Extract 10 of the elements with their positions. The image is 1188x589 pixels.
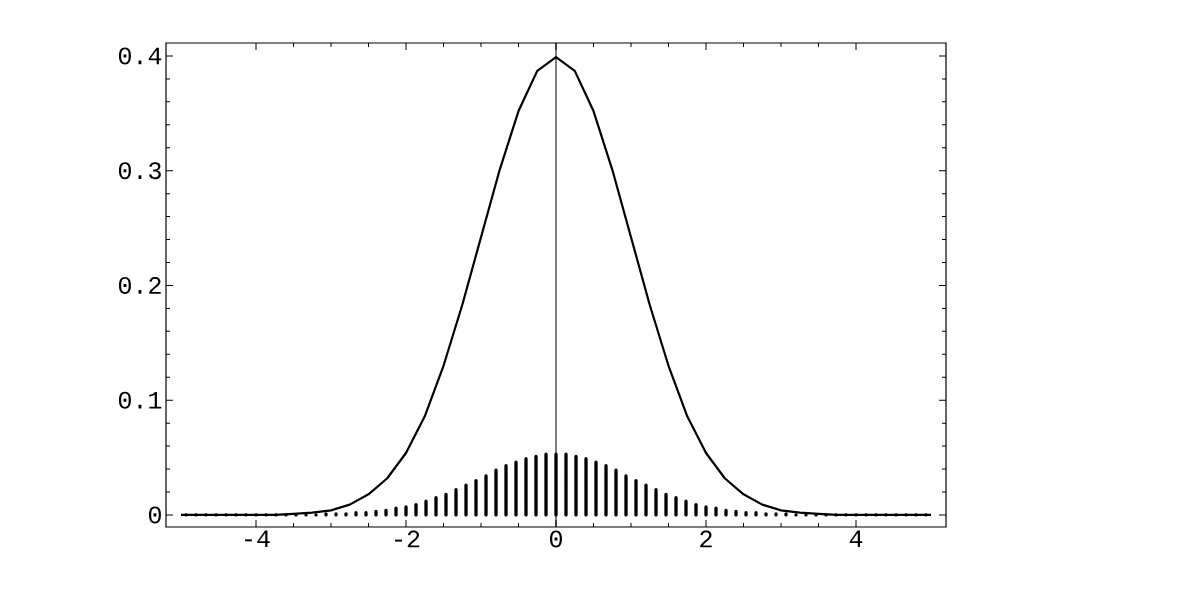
x-tick-label: -2 <box>395 530 420 548</box>
x-tick-label: 2 <box>700 530 712 548</box>
y-tick-label: 0.2 <box>118 276 161 294</box>
x-tick-label: 0 <box>550 530 562 548</box>
y-tick-label: 0.1 <box>118 391 162 409</box>
y-tick-label: 0.4 <box>118 47 162 65</box>
x-tick-label: -4 <box>245 530 270 547</box>
y-tick-label: 0.3 <box>118 162 161 180</box>
x-tick-label: 4 <box>849 530 863 547</box>
y-tick-label: 0 <box>148 506 161 524</box>
